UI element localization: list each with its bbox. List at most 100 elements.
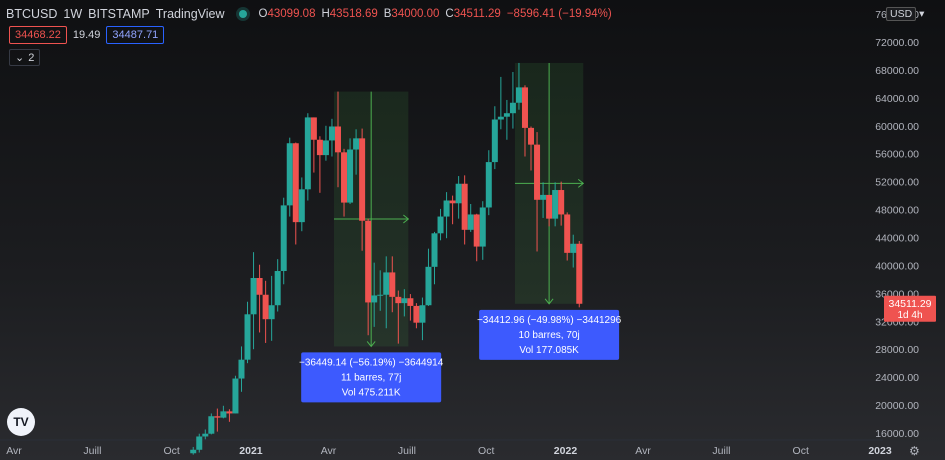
measure-arrow-right-icon: [577, 178, 585, 188]
candle-body: [576, 243, 583, 304]
current-price-badge[interactable]: [884, 295, 936, 322]
candle-body: [491, 119, 498, 163]
measure-bars-text: 10 barres, 70j: [519, 330, 580, 341]
close-value: 34511.29: [453, 8, 501, 20]
candle-body: [220, 411, 227, 418]
ohlc-values: O43099.08 H43518.69 B34000.00 C34511.29 …: [259, 8, 612, 20]
sell-price-button[interactable]: 34468.22: [9, 26, 67, 44]
candle-body: [226, 411, 233, 414]
price-tick-label: 60000.00: [875, 121, 919, 133]
price-tick-label: 40000.00: [875, 260, 919, 272]
change-value: −8596.41 (−19.94%): [506, 8, 612, 20]
candle-body: [202, 433, 209, 437]
candle-body: [515, 87, 522, 103]
candle-body: [437, 216, 444, 234]
candle-body: [479, 207, 486, 247]
measure-info-box-2[interactable]: [479, 309, 620, 360]
candle-body: [256, 277, 263, 295]
candle-body: [389, 272, 396, 297]
time-tick-label: 2023: [868, 445, 892, 457]
candle-body: [359, 138, 366, 221]
low-value: 34000.00: [391, 8, 440, 20]
candle-body: [540, 194, 547, 200]
candle-body: [401, 298, 408, 304]
candle-body: [570, 243, 577, 253]
chevron-down-icon: ▾: [919, 8, 925, 20]
candle-body: [509, 102, 516, 114]
candle-body: [395, 296, 402, 304]
candle-body: [214, 416, 221, 418]
time-tick-label: 2022: [554, 445, 578, 457]
candle-body: [407, 298, 414, 306]
currency-selector[interactable]: USD ▾: [886, 6, 928, 22]
open-key: O: [258, 8, 268, 20]
candle-body: [461, 183, 468, 230]
time-tick-label: Juill: [712, 445, 730, 457]
measure-change-text: −36449.14 (−56.19%) −3644914: [299, 357, 444, 368]
high-key: H: [321, 8, 330, 20]
candle-body: [528, 127, 535, 145]
close-key: C: [445, 8, 454, 20]
interval-label[interactable]: 1W: [63, 7, 83, 21]
tradingview-logo-icon[interactable]: TV: [7, 408, 35, 436]
measure-arrow-down-icon: [544, 298, 554, 305]
candle-body: [552, 190, 559, 219]
measure-change-text: −34412.96 (−49.98%) −3441296: [477, 315, 622, 326]
candle-body: [431, 233, 438, 267]
candle-body: [443, 200, 450, 217]
gear-icon[interactable]: ⚙: [909, 444, 920, 458]
bar-countdown: 1d 4h: [897, 310, 922, 321]
candle-body: [558, 190, 565, 215]
high-value: 43518.69: [329, 8, 378, 20]
chart-header: BTCUSD 1W BITSTAMP TradingView O43099.08…: [6, 5, 612, 23]
candle-body: [190, 449, 197, 454]
time-tick-label: Avr: [6, 445, 22, 457]
currency-label: USD: [886, 7, 917, 21]
candle-body: [341, 152, 348, 203]
price-tick-label: 64000.00: [875, 93, 919, 105]
candle-body: [546, 194, 553, 219]
indicators-count: 2: [28, 51, 35, 64]
symbol-label[interactable]: BTCUSD: [6, 7, 58, 21]
indicators-toggle[interactable]: ⌄ 2: [9, 49, 41, 66]
measure-arrow-right-icon: [403, 214, 410, 224]
candle-body: [250, 277, 257, 315]
price-tick-label: 52000.00: [875, 177, 919, 189]
candle-body: [310, 117, 317, 140]
candle-body: [334, 126, 341, 153]
candle-body: [353, 138, 360, 150]
candle-body: [564, 214, 571, 253]
price-tick-label: 24000.00: [875, 372, 919, 384]
exchange-label: BITSTAMP: [88, 7, 150, 21]
candle-body: [425, 266, 432, 306]
candle-body: [455, 183, 462, 204]
candle-body: [328, 126, 335, 141]
candle-body: [286, 143, 293, 206]
time-tick-label: Avr: [635, 445, 651, 457]
price-tick-label: 68000.00: [875, 65, 919, 77]
candle-body: [316, 139, 323, 156]
candle-body: [449, 200, 456, 204]
time-tick-label: 2021: [239, 445, 263, 457]
candle-body: [419, 305, 426, 323]
measure-info-box-1[interactable]: [301, 352, 442, 403]
price-tick-label: 20000.00: [875, 400, 919, 412]
candle-body: [365, 220, 372, 303]
time-tick-label: Avr: [321, 445, 337, 457]
buy-price-button[interactable]: 34487.71: [106, 26, 165, 44]
candle-body: [383, 272, 390, 295]
price-tick-label: 28000.00: [875, 344, 919, 356]
price-tick-label: 16000.00: [875, 428, 919, 440]
candle-body: [244, 314, 251, 360]
time-tick-label: Oct: [164, 445, 180, 457]
candle-body: [274, 271, 281, 306]
candle-body: [196, 436, 203, 450]
chevron-down-icon: ⌄: [15, 52, 25, 64]
candle-body: [485, 162, 492, 208]
candle-body: [497, 116, 504, 120]
candle-body: [413, 305, 420, 323]
candle-body: [322, 140, 329, 156]
candle-body: [304, 117, 311, 190]
time-tick-label: Juill: [398, 445, 416, 457]
